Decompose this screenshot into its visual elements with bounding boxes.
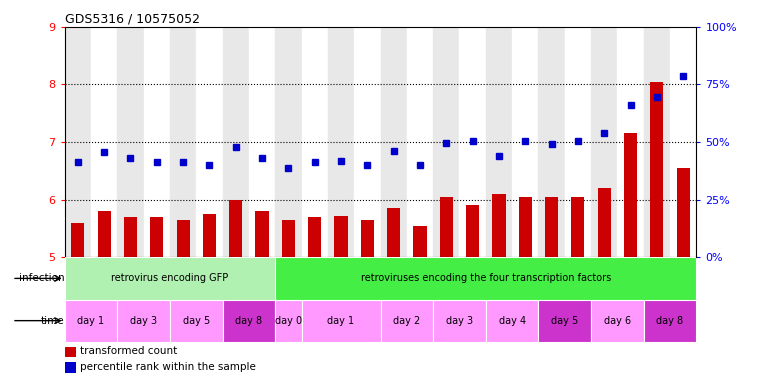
- Bar: [203, 214, 216, 257]
- Bar: [177, 220, 189, 257]
- Bar: [170, 27, 196, 257]
- Text: retroviruses encoding the four transcription factors: retroviruses encoding the four transcrip…: [361, 273, 611, 283]
- Bar: [223, 300, 275, 342]
- Text: day 4: day 4: [498, 316, 526, 326]
- Text: day 2: day 2: [393, 316, 420, 326]
- Bar: [65, 257, 275, 300]
- Bar: [539, 27, 565, 257]
- Bar: [617, 27, 644, 257]
- Bar: [677, 168, 689, 257]
- Bar: [670, 27, 696, 257]
- Bar: [519, 197, 532, 257]
- Text: day 1: day 1: [78, 316, 104, 326]
- Bar: [545, 197, 558, 257]
- Text: day 1: day 1: [327, 316, 355, 326]
- Bar: [591, 300, 644, 342]
- Text: day 8: day 8: [235, 316, 263, 326]
- Bar: [433, 27, 460, 257]
- Bar: [170, 300, 223, 342]
- Bar: [413, 226, 427, 257]
- Bar: [282, 220, 295, 257]
- Bar: [486, 27, 512, 257]
- Bar: [229, 200, 242, 257]
- Bar: [492, 194, 505, 257]
- Text: day 5: day 5: [551, 316, 578, 326]
- Bar: [597, 188, 611, 257]
- Bar: [433, 300, 486, 342]
- Bar: [301, 27, 328, 257]
- Bar: [466, 205, 479, 257]
- Bar: [565, 27, 591, 257]
- Bar: [144, 27, 170, 257]
- Bar: [275, 257, 696, 300]
- Bar: [97, 211, 111, 257]
- Bar: [196, 27, 222, 257]
- Bar: [328, 27, 354, 257]
- Text: day 5: day 5: [183, 316, 210, 326]
- Bar: [117, 300, 170, 342]
- Bar: [460, 27, 486, 257]
- Bar: [354, 27, 380, 257]
- Bar: [124, 217, 137, 257]
- Bar: [512, 27, 539, 257]
- Bar: [644, 27, 670, 257]
- Bar: [591, 27, 617, 257]
- Bar: [308, 217, 321, 257]
- Bar: [572, 197, 584, 257]
- Text: day 3: day 3: [446, 316, 473, 326]
- Text: percentile rank within the sample: percentile rank within the sample: [81, 362, 256, 372]
- Text: day 6: day 6: [603, 316, 631, 326]
- Bar: [650, 81, 664, 257]
- Bar: [223, 27, 249, 257]
- Text: GDS5316 / 10575052: GDS5316 / 10575052: [65, 13, 199, 26]
- Bar: [65, 27, 91, 257]
- Bar: [380, 27, 407, 257]
- Bar: [249, 27, 275, 257]
- Bar: [256, 211, 269, 257]
- Text: day 3: day 3: [130, 316, 158, 326]
- Text: time: time: [41, 316, 65, 326]
- Bar: [65, 347, 76, 357]
- Text: day 0: day 0: [275, 316, 302, 326]
- Bar: [387, 209, 400, 257]
- Bar: [624, 134, 637, 257]
- Bar: [407, 27, 433, 257]
- Bar: [361, 220, 374, 257]
- Bar: [644, 300, 696, 342]
- Bar: [275, 300, 301, 342]
- Bar: [380, 300, 433, 342]
- Bar: [334, 216, 348, 257]
- Text: transformed count: transformed count: [81, 346, 178, 356]
- Text: infection: infection: [19, 273, 65, 283]
- Bar: [275, 27, 301, 257]
- Text: day 8: day 8: [657, 316, 683, 326]
- Bar: [486, 300, 539, 342]
- Bar: [72, 223, 84, 257]
- Bar: [301, 300, 380, 342]
- Text: retrovirus encoding GFP: retrovirus encoding GFP: [111, 273, 228, 283]
- Bar: [65, 300, 117, 342]
- Bar: [117, 27, 144, 257]
- Bar: [91, 27, 117, 257]
- Bar: [539, 300, 591, 342]
- Bar: [440, 197, 453, 257]
- Bar: [150, 217, 164, 257]
- Bar: [65, 362, 76, 373]
